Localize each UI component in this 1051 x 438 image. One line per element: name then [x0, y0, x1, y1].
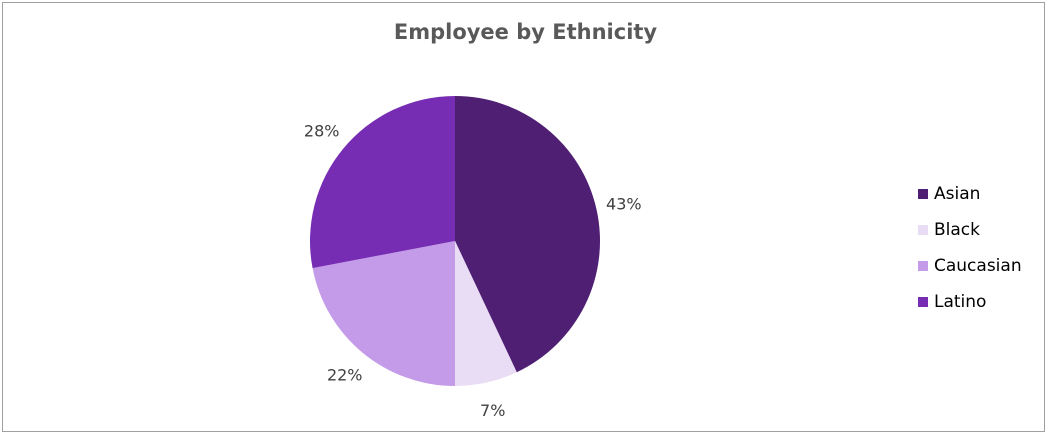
data-label-asian: 43% [606, 194, 642, 213]
data-label-black: 7% [480, 401, 505, 420]
legend-label-black: Black [934, 220, 980, 240]
legend-label-asian: Asian [934, 184, 981, 204]
legend-item-caucasian: Caucasian [918, 248, 1022, 284]
pie-slice-latino [310, 96, 455, 269]
legend: Asian Black Caucasian Latino [918, 176, 1022, 320]
legend-swatch-asian [918, 189, 928, 199]
data-label-latino: 28% [304, 122, 340, 141]
legend-swatch-black [918, 225, 928, 235]
legend-label-latino: Latino [934, 292, 987, 312]
legend-swatch-latino [918, 297, 928, 307]
legend-item-black: Black [918, 212, 1022, 248]
data-label-caucasian: 22% [327, 365, 363, 384]
legend-item-latino: Latino [918, 284, 1022, 320]
pie-slice-black [455, 241, 517, 386]
pie-slice-caucasian [312, 241, 455, 386]
chart-title: Employee by Ethnicity [393, 20, 658, 44]
legend-label-caucasian: Caucasian [934, 256, 1022, 276]
pie-slice-asian [455, 96, 600, 373]
legend-item-asian: Asian [918, 176, 1022, 212]
legend-swatch-caucasian [918, 261, 928, 271]
